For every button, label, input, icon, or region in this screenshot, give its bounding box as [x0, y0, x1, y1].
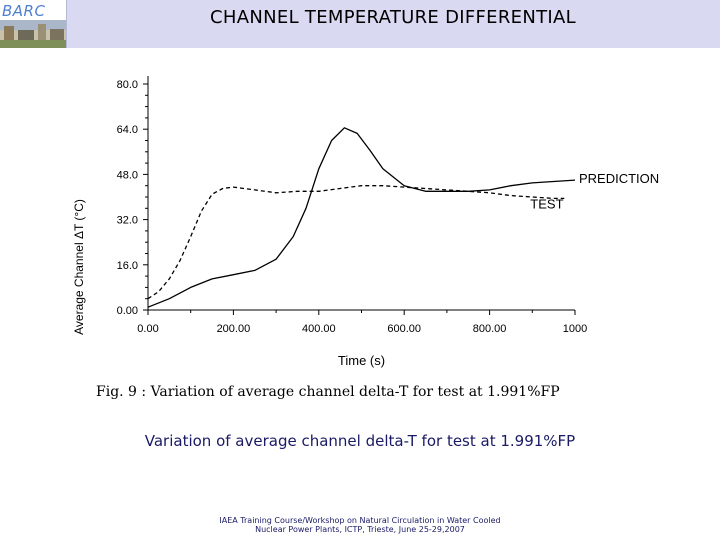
x-tick-label: 600.00 — [387, 323, 421, 335]
facility-photo-icon — [0, 20, 66, 48]
series-line-prediction — [147, 185, 565, 300]
series-label-test: TEST — [530, 196, 563, 211]
footer-line-2: Nuclear Power Plants, ICTP, Trieste, Jun… — [255, 525, 465, 534]
x-tick-label: 1000 — [563, 323, 587, 335]
x-tick-label: 0.00 — [137, 323, 158, 335]
figure-caption: Fig. 9 : Variation of average channel de… — [96, 384, 560, 400]
y-tick-label: 32.0 — [117, 215, 138, 227]
y-axis-label: Average Channel ΔT (°C) — [72, 199, 86, 335]
y-tick-label: 48.0 — [117, 169, 138, 181]
footer: IAEA Training Course/Workshop on Natural… — [0, 516, 720, 534]
slide-header: BARC CHANNEL TEMPERATURE DIFFERENTIAL — [0, 0, 720, 48]
logo-text: BARC — [2, 2, 46, 20]
y-tick-label: 64.0 — [117, 124, 138, 136]
x-tick-label: 800.00 — [473, 323, 507, 335]
slide-title: CHANNEL TEMPERATURE DIFFERENTIAL — [210, 7, 576, 28]
y-tick-label: 0.00 — [117, 305, 138, 317]
x-axis-label: Time (s) — [338, 353, 385, 368]
footer-line-1: IAEA Training Course/Workshop on Natural… — [219, 516, 501, 525]
x-tick-label: 400.00 — [302, 323, 336, 335]
slide-caption: Variation of average channel delta-T for… — [144, 432, 576, 450]
y-tick-label: 16.0 — [117, 260, 138, 272]
delta-t-chart: 0.00 16.0 32.0 48.0 64.0 80.0 0.00 200.00 400.00… — [72, 76, 659, 368]
y-tick-label: 80.0 — [117, 79, 138, 91]
x-tick-label: 200.00 — [217, 323, 251, 335]
series-label-prediction: PREDICTION — [579, 171, 659, 186]
barc-logo: BARC — [0, 0, 67, 48]
series-line-test — [147, 127, 576, 308]
